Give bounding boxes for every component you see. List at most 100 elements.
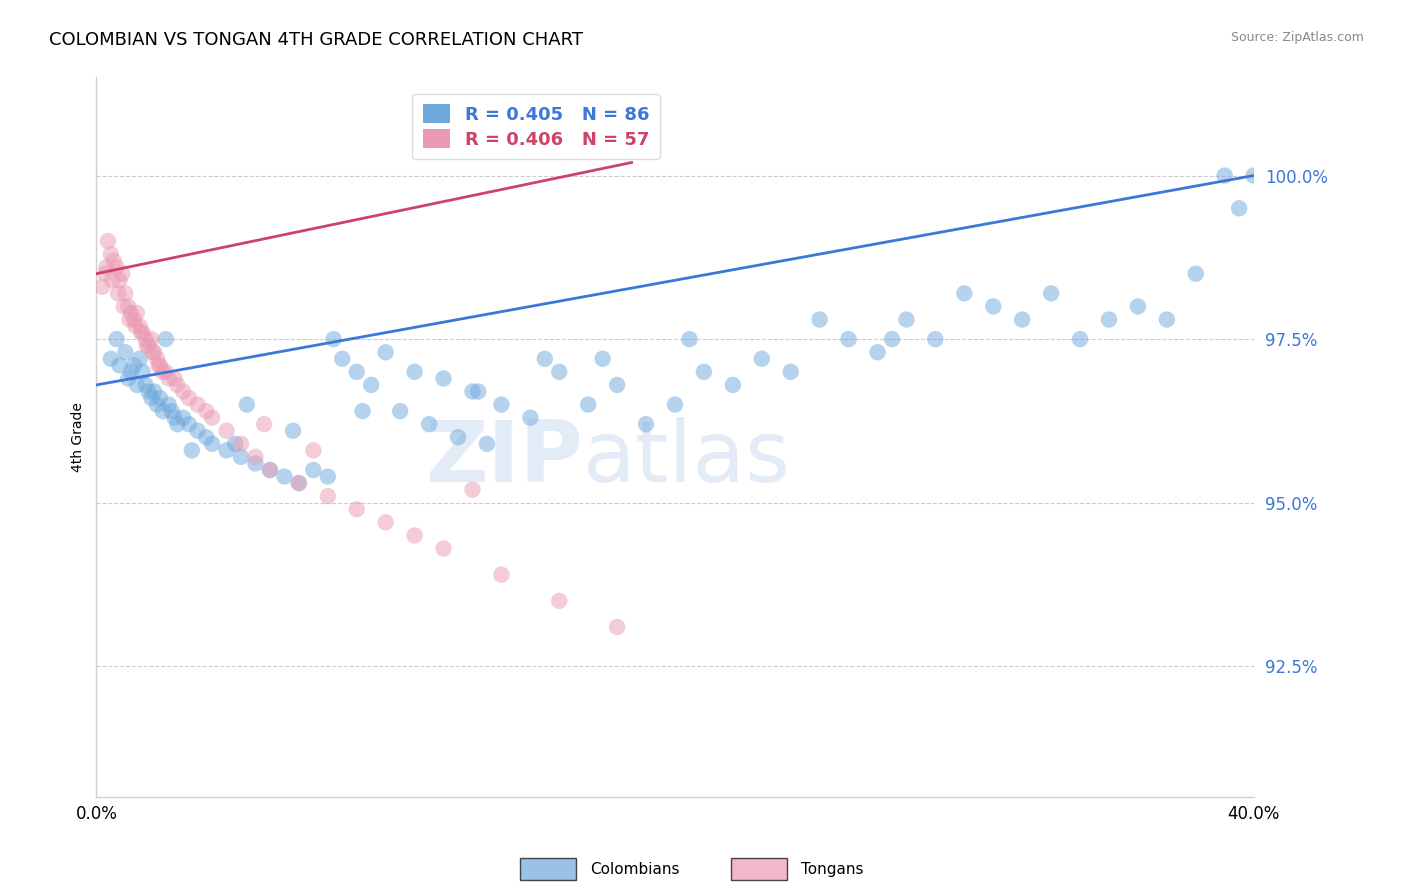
Point [155, 365, 177, 379]
Point [259, 463, 281, 477]
Point [693, 365, 716, 379]
Point [316, 489, 339, 503]
Point [253, 417, 276, 432]
Point [135, 332, 157, 346]
Point [143, 384, 166, 399]
Point [195, 430, 218, 444]
Point [245, 457, 267, 471]
Point [360, 378, 382, 392]
Point [1126, 300, 1149, 314]
Point [245, 450, 267, 464]
Point [533, 351, 555, 366]
Point [1227, 202, 1250, 216]
Text: Colombians: Colombians [591, 862, 681, 877]
Point [128, 319, 150, 334]
Point [166, 378, 188, 392]
Point [229, 450, 252, 464]
Point [1098, 312, 1121, 326]
Point [142, 345, 165, 359]
Point [129, 326, 152, 340]
Point [1040, 286, 1063, 301]
Y-axis label: 4th Grade: 4th Grade [72, 402, 86, 472]
Point [346, 502, 368, 516]
Point [548, 365, 571, 379]
Point [108, 273, 131, 287]
Text: atlas: atlas [582, 417, 790, 500]
Point [519, 410, 541, 425]
Point [163, 371, 186, 385]
Point [866, 345, 889, 359]
Point [352, 404, 374, 418]
Point [177, 391, 200, 405]
Point [1243, 169, 1265, 183]
Point [187, 424, 209, 438]
Point [107, 286, 129, 301]
Point [461, 483, 484, 497]
Point [172, 384, 194, 399]
Point [346, 365, 368, 379]
Point [114, 345, 136, 359]
Point [105, 332, 128, 346]
Point [117, 371, 139, 385]
Point [131, 365, 153, 379]
Point [634, 417, 657, 432]
Point [111, 267, 134, 281]
Point [141, 332, 163, 346]
Point [180, 443, 202, 458]
Point [166, 417, 188, 432]
Point [1069, 332, 1091, 346]
Point [96, 260, 118, 275]
Point [172, 410, 194, 425]
Point [259, 463, 281, 477]
Point [389, 404, 412, 418]
Text: Source: ZipAtlas.com: Source: ZipAtlas.com [1230, 31, 1364, 45]
Point [201, 437, 224, 451]
Point [152, 404, 174, 418]
Point [302, 443, 325, 458]
Point [146, 351, 169, 366]
Point [374, 345, 396, 359]
Point [491, 398, 513, 412]
Point [101, 273, 124, 287]
Point [808, 312, 831, 326]
Point [273, 469, 295, 483]
Point [721, 378, 744, 392]
Point [149, 359, 172, 373]
Point [100, 351, 122, 366]
Point [592, 351, 614, 366]
Point [606, 378, 628, 392]
Point [1011, 312, 1033, 326]
Point [157, 398, 180, 412]
Point [100, 247, 122, 261]
Point [316, 469, 339, 483]
Point [418, 417, 440, 432]
Point [118, 312, 141, 326]
Point [606, 620, 628, 634]
Point [981, 300, 1004, 314]
Point [157, 371, 180, 385]
Point [122, 312, 145, 326]
Point [120, 365, 142, 379]
Point [103, 253, 125, 268]
Point [664, 398, 686, 412]
Point [155, 332, 177, 346]
Point [124, 319, 146, 334]
Point [374, 516, 396, 530]
Point [229, 437, 252, 451]
Point [779, 365, 801, 379]
Point [117, 300, 139, 314]
Point [114, 286, 136, 301]
Point [120, 306, 142, 320]
Point [322, 332, 344, 346]
Point [953, 286, 976, 301]
Point [491, 567, 513, 582]
Point [838, 332, 860, 346]
Point [751, 351, 773, 366]
Point [215, 443, 238, 458]
Point [177, 417, 200, 432]
Point [138, 384, 160, 399]
Point [1213, 169, 1236, 183]
Point [288, 476, 311, 491]
Point [125, 306, 148, 320]
Point [924, 332, 946, 346]
